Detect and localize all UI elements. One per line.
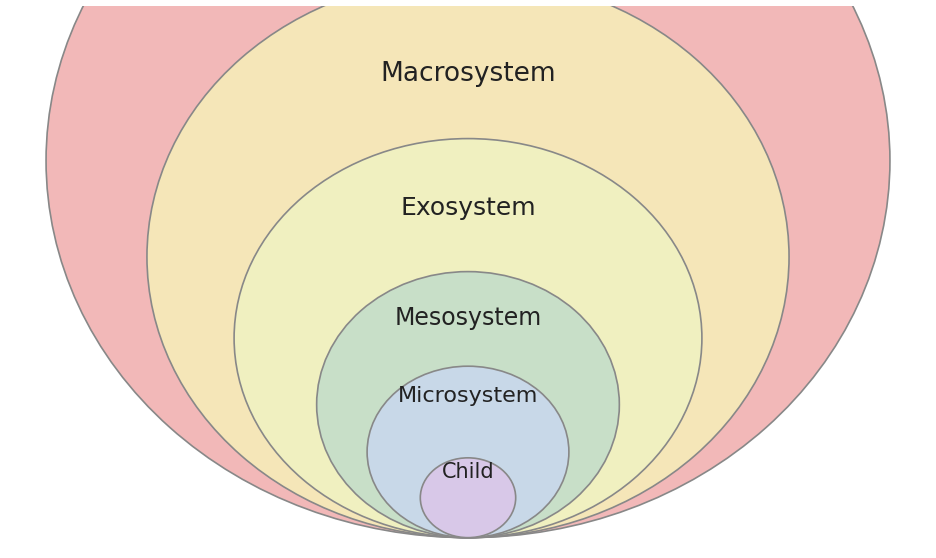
Ellipse shape bbox=[316, 272, 620, 538]
Ellipse shape bbox=[234, 138, 702, 538]
Ellipse shape bbox=[46, 0, 890, 538]
Text: Microsystem: Microsystem bbox=[398, 386, 538, 406]
Text: Child: Child bbox=[442, 462, 494, 482]
Ellipse shape bbox=[147, 0, 789, 538]
Ellipse shape bbox=[420, 458, 516, 538]
Ellipse shape bbox=[367, 366, 569, 538]
Text: Macrosystem: Macrosystem bbox=[380, 61, 556, 87]
Text: Mesosystem: Mesosystem bbox=[394, 306, 542, 330]
Text: Exosystem: Exosystem bbox=[401, 196, 535, 220]
